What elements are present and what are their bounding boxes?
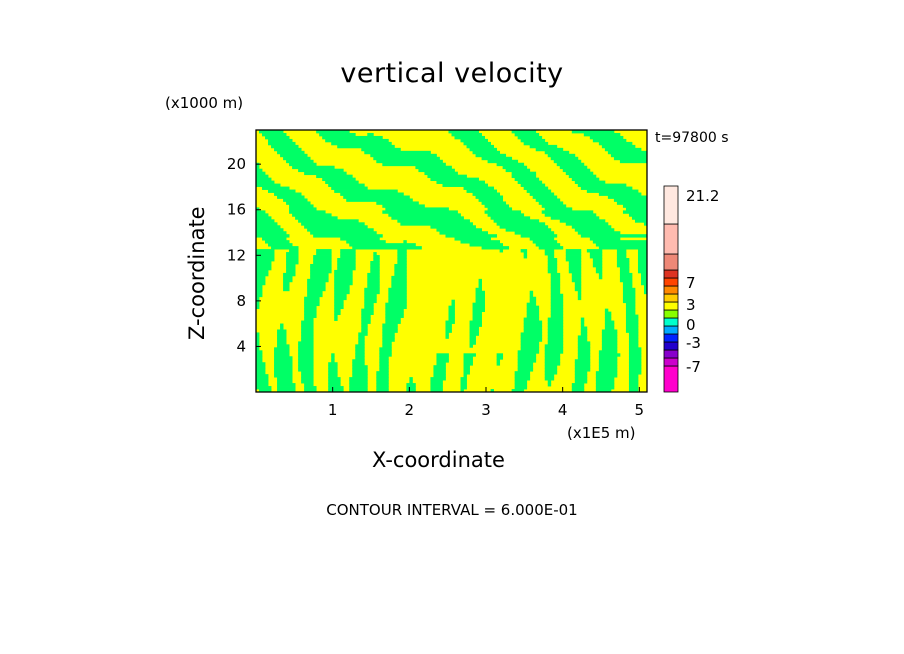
colorbar-segment: [663, 277, 679, 287]
x-tick-label: 2: [405, 401, 415, 419]
colorbar: 21.2 7 3 0-3 -7: [663, 185, 719, 393]
chart-title: vertical velocity: [340, 58, 564, 89]
y-tick-label: 4: [236, 337, 246, 355]
colorbar-label: 3: [686, 296, 696, 314]
colorbar-segment: [663, 365, 679, 393]
y-tick-label: 12: [227, 246, 246, 264]
colorbar-segment: [663, 309, 679, 319]
colorbar-segment: [663, 223, 679, 255]
z-axis-unit: (x1000 m): [165, 94, 244, 112]
colorbar-segment: [663, 253, 679, 271]
colorbar-segment: [663, 341, 679, 351]
x-tick-label: 1: [328, 401, 338, 419]
colorbar-segment: [663, 357, 679, 367]
velocity-field: [256, 130, 647, 392]
x-axis-label: X-coordinate: [372, 448, 505, 472]
y-axis: 4 8 12 16 20: [227, 155, 261, 355]
time-label: t=97800 s: [655, 130, 729, 146]
x-axis: 1 2 3 4 5: [328, 387, 644, 419]
colorbar-segment: [663, 317, 679, 327]
plot-frame: [255, 129, 648, 393]
y-tick-label: 8: [236, 292, 246, 310]
colorbar-segment: [663, 269, 679, 279]
x-tick-label: 3: [481, 401, 491, 419]
colorbar-label: -3: [686, 334, 701, 352]
colorbar-segment: [663, 293, 679, 303]
x-tick-label: 5: [635, 401, 645, 419]
colorbar-segment: [663, 349, 679, 359]
colorbar-segment: [663, 185, 679, 225]
x-tick-label: 4: [558, 401, 568, 419]
colorbar-label: -7: [686, 358, 701, 376]
contour-interval-note: CONTOUR INTERVAL = 6.000E-01: [326, 501, 578, 519]
x-axis-unit: (x1E5 m): [567, 424, 636, 442]
y-tick-label: 16: [227, 201, 246, 219]
y-tick-label: 20: [227, 155, 246, 173]
colorbar-segment: [663, 333, 679, 343]
colorbar-segment: [663, 325, 679, 335]
colorbar-label: 0: [686, 316, 696, 334]
colorbar-label: 7: [686, 274, 696, 292]
colorbar-segment: [663, 285, 679, 295]
colorbar-label: 21.2: [686, 187, 719, 205]
colorbar-segment: [663, 301, 679, 311]
